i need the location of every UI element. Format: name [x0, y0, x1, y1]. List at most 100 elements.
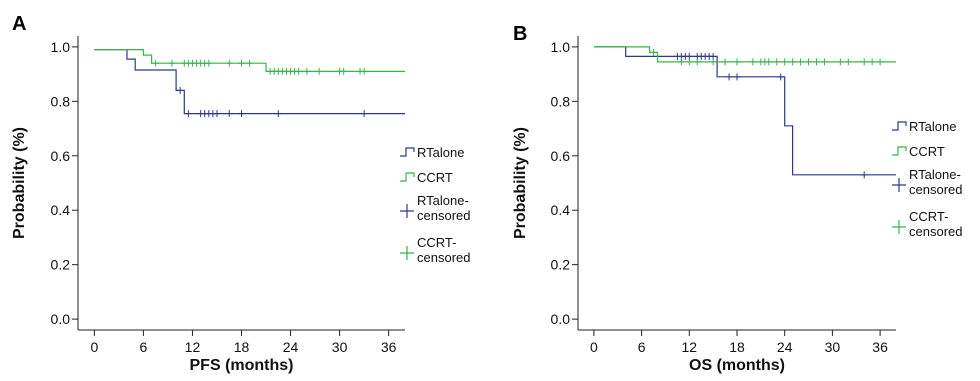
panel-label: B	[513, 23, 527, 45]
legend-label-line: CCRT-	[417, 235, 456, 250]
y-tick-label: 0.8	[51, 93, 71, 109]
censor-mark-rtalone	[225, 110, 233, 118]
x-tick-label: 24	[283, 339, 299, 355]
x-tick-label: 36	[872, 339, 888, 355]
y-tick-label: 0.4	[51, 202, 71, 218]
censor-mark-ccrt	[168, 59, 176, 67]
x-tick-label: 18	[234, 339, 250, 355]
legend-swatch	[400, 172, 415, 182]
censor-mark-rtalone	[725, 73, 733, 81]
x-tick-label: 12	[185, 339, 201, 355]
x-axis-label: PFS (months)	[190, 357, 294, 374]
legend-label-line: censored	[417, 208, 470, 223]
legend-swatch	[400, 246, 414, 260]
series-line-rtalone	[593, 46, 896, 176]
legend-label-line: censored	[417, 250, 470, 265]
censor-mark-rtalone	[777, 73, 785, 81]
censor-mark-ccrt	[315, 67, 323, 75]
censor-mark-rtalone	[238, 110, 245, 118]
censor-mark-ccrt	[238, 59, 245, 67]
legend-label-line: censored	[909, 182, 962, 197]
censor-mark-ccrt	[340, 67, 348, 75]
censor-mark-rtalone	[176, 86, 184, 94]
censor-mark-ccrt	[813, 58, 820, 66]
censor-mark-ccrt	[677, 58, 685, 66]
censor-mark-ccrt	[773, 58, 781, 66]
censor-mark-ccrt	[152, 59, 160, 67]
censor-mark-ccrt	[295, 67, 303, 75]
y-tick-label: 0.0	[551, 311, 571, 327]
x-tick-label: 6	[140, 339, 148, 355]
censor-mark-ccrt	[844, 58, 852, 66]
censor-mark-ccrt	[709, 58, 717, 66]
legend-swatch	[400, 204, 414, 218]
panel-b: B 0 6 12 18 24 30 36 0.0 0.2 0.4 0.6 0.8 1.0 OS (month…	[512, 23, 962, 374]
legend-label: RTalone	[417, 145, 464, 160]
censor-mark-rtalone	[733, 73, 741, 81]
censor-mark-ccrt	[749, 58, 757, 66]
y-tick-label: 0.2	[551, 257, 571, 273]
censor-mark-ccrt	[820, 58, 828, 66]
y-tick-label: 0.6	[551, 148, 571, 164]
legend-swatch	[892, 146, 907, 156]
legend-swatch	[400, 147, 415, 157]
y-axis-label: Probability (%)	[11, 127, 28, 239]
censor-mark-ccrt	[765, 58, 773, 66]
x-tick-label: 0	[590, 339, 598, 355]
legend-swatch	[892, 178, 906, 192]
censor-mark-ccrt	[836, 58, 844, 66]
legend-label: CCRT-censored	[909, 209, 962, 239]
panel-a: A 0 6 12 18 24 30 36 0.0 0.2 0.4 0.6 0.8 1.0 PFS (mont…	[11, 13, 470, 374]
censor-mark-ccrt	[303, 67, 311, 75]
legend-label-line: CCRT-	[909, 209, 948, 224]
censor-mark-ccrt	[360, 67, 368, 75]
legend-label: RTalone	[909, 119, 956, 134]
x-tick-label: 30	[332, 339, 348, 355]
legend-label: RTalone-censored	[417, 193, 470, 223]
censor-mark-ccrt	[860, 58, 868, 66]
censor-mark-ccrt	[693, 58, 701, 66]
series-line-ccrt	[593, 46, 896, 63]
censor-mark-ccrt	[797, 58, 805, 66]
legend-label-line: censored	[909, 224, 962, 239]
legend-label: CCRT	[417, 170, 453, 185]
series-line-ccrt	[94, 49, 405, 72]
x-tick-label: 0	[90, 339, 98, 355]
x-tick-label: 18	[729, 339, 745, 355]
legend-label-line: RTalone-	[417, 193, 469, 208]
legend-swatch	[892, 220, 906, 234]
x-tick-label: 6	[638, 339, 646, 355]
y-tick-label: 1.0	[551, 39, 571, 55]
x-tick-label: 12	[682, 339, 698, 355]
censor-mark-rtalone	[360, 110, 368, 118]
censor-mark-ccrt	[721, 58, 729, 66]
censor-mark-rtalone	[184, 110, 192, 118]
censor-mark-rtalone	[213, 110, 221, 118]
y-tick-label: 0.2	[51, 257, 71, 273]
panel-label: A	[12, 13, 26, 35]
y-tick-label: 0.4	[551, 202, 571, 218]
censor-mark-ccrt	[225, 59, 233, 67]
censor-mark-ccrt	[789, 58, 797, 66]
legend-label: CCRT	[909, 144, 945, 159]
y-tick-label: 0.0	[51, 311, 71, 327]
y-tick-label: 0.6	[51, 148, 71, 164]
censor-mark-ccrt	[781, 58, 789, 66]
legend-label: CCRT-censored	[417, 235, 470, 265]
x-axis-label: OS (months)	[689, 357, 785, 374]
censor-mark-ccrt	[205, 59, 213, 67]
censor-mark-ccrt	[685, 58, 693, 66]
censor-mark-ccrt	[876, 58, 884, 66]
x-tick-label: 36	[381, 339, 397, 355]
censor-mark-ccrt	[650, 48, 658, 56]
censor-mark-rtalone	[274, 110, 282, 118]
censor-mark-ccrt	[868, 58, 876, 66]
y-axis-label: Probability (%)	[512, 127, 529, 239]
x-tick-label: 24	[777, 339, 793, 355]
y-tick-label: 1.0	[51, 39, 71, 55]
censor-mark-ccrt	[805, 58, 813, 66]
legend-label: RTalone-censored	[909, 167, 962, 197]
y-tick-label: 0.8	[551, 93, 571, 109]
censor-mark-ccrt	[246, 59, 254, 67]
